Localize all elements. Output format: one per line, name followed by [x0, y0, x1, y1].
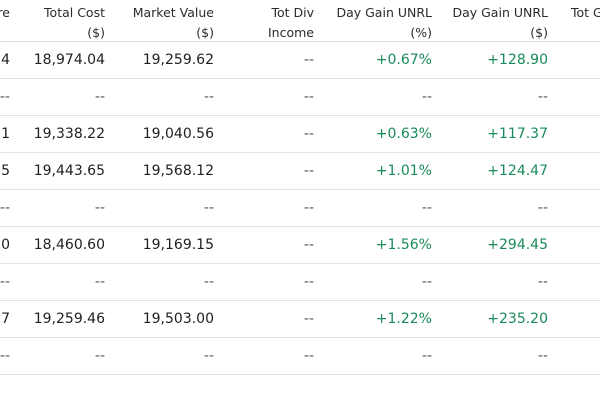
cell-tot-div-income: -- — [303, 52, 314, 68]
cell-day-gain-pct: -- — [421, 348, 432, 364]
cell-day-gain-pct: +1.56% — [375, 237, 432, 253]
cell-truncated: 1 — [1, 126, 10, 142]
table-body: 4 18,974.04 19,259.62 -- +0.67% +128.90 … — [0, 42, 600, 375]
cell-day-gain-usd: -- — [537, 89, 548, 105]
column-header-truncated-left[interactable]: re — [0, 5, 10, 20]
column-header-day-gain-pct[interactable]: Day Gain UNRL (%) — [336, 5, 432, 40]
table-row[interactable]: 4 18,974.04 19,259.62 -- +0.67% +128.90 — [0, 42, 600, 79]
cell-day-gain-usd: +235.20 — [487, 311, 548, 327]
column-header-total-cost[interactable]: Total Cost ($) — [44, 5, 105, 40]
cell-tot-div-income: -- — [303, 163, 314, 179]
cell-day-gain-pct: -- — [421, 274, 432, 290]
cell-day-gain-usd: +294.45 — [487, 237, 548, 253]
table-row[interactable]: 1 19,338.22 19,040.56 -- +0.63% +117.37 — [0, 116, 600, 153]
cell-truncated: -- — [0, 348, 10, 364]
cell-tot-div-income: -- — [303, 311, 314, 327]
cell-truncated: -- — [0, 274, 10, 290]
cell-total-cost: -- — [94, 348, 105, 364]
table-row[interactable]: -- -- -- -- -- -- — [0, 79, 600, 116]
cell-market-value: -- — [203, 348, 214, 364]
cell-market-value: 19,169.15 — [142, 237, 214, 253]
cell-truncated: -- — [0, 89, 10, 105]
cell-total-cost: 19,338.22 — [33, 126, 105, 142]
table-row[interactable]: -- -- -- -- -- -- — [0, 338, 600, 375]
cell-market-value: -- — [203, 274, 214, 290]
cell-tot-div-income: -- — [303, 237, 314, 253]
table-row[interactable]: -- -- -- -- -- -- — [0, 264, 600, 301]
cell-truncated: 5 — [1, 163, 10, 179]
table-header: re Total Cost ($) Market Value ($) Tot D… — [0, 0, 600, 42]
cell-day-gain-usd: +124.47 — [487, 163, 548, 179]
cell-day-gain-pct: -- — [421, 89, 432, 105]
cell-truncated: -- — [0, 200, 10, 216]
column-header-day-gain-usd[interactable]: Day Gain UNRL ($) — [452, 5, 548, 40]
cell-day-gain-usd: -- — [537, 348, 548, 364]
cell-day-gain-pct: -- — [421, 200, 432, 216]
cell-truncated: 4 — [1, 52, 10, 68]
cell-tot-div-income: -- — [303, 274, 314, 290]
cell-total-cost: 18,974.04 — [33, 52, 105, 68]
column-header-truncated-right[interactable]: Tot G — [571, 5, 600, 20]
cell-day-gain-pct: +1.22% — [375, 311, 432, 327]
cell-tot-div-income: -- — [303, 89, 314, 105]
cell-market-value: 19,568.12 — [142, 163, 214, 179]
cell-day-gain-usd: -- — [537, 274, 548, 290]
cell-tot-div-income: -- — [303, 200, 314, 216]
table-row[interactable]: 5 19,443.65 19,568.12 -- +1.01% +124.47 — [0, 153, 600, 190]
cell-market-value: 19,040.56 — [142, 126, 214, 142]
table-row[interactable]: -- -- -- -- -- -- — [0, 190, 600, 227]
column-header-tot-div-income[interactable]: Tot Div Income — [268, 5, 314, 40]
cell-day-gain-pct: +0.67% — [375, 52, 432, 68]
cell-market-value: 19,259.62 — [142, 52, 214, 68]
cell-total-cost: 18,460.60 — [33, 237, 105, 253]
table-row[interactable]: 0 18,460.60 19,169.15 -- +1.56% +294.45 — [0, 227, 600, 264]
cell-market-value: -- — [203, 89, 214, 105]
cell-day-gain-pct: +0.63% — [375, 126, 432, 142]
cell-total-cost: -- — [94, 274, 105, 290]
cell-day-gain-usd: -- — [537, 200, 548, 216]
cell-tot-div-income: -- — [303, 348, 314, 364]
cell-day-gain-usd: +117.37 — [487, 126, 548, 142]
cell-market-value: -- — [203, 200, 214, 216]
cell-market-value: 19,503.00 — [142, 311, 214, 327]
column-header-market-value[interactable]: Market Value ($) — [132, 5, 214, 40]
cell-truncated: 7 — [1, 311, 10, 327]
cell-total-cost: 19,259.46 — [33, 311, 105, 327]
cell-tot-div-income: -- — [303, 126, 314, 142]
cell-truncated: 0 — [1, 237, 10, 253]
cell-day-gain-usd: +128.90 — [487, 52, 548, 68]
table-row[interactable]: 7 19,259.46 19,503.00 -- +1.22% +235.20 — [0, 301, 600, 338]
cell-total-cost: 19,443.65 — [33, 163, 105, 179]
cell-total-cost: -- — [94, 89, 105, 105]
cell-total-cost: -- — [94, 200, 105, 216]
cell-day-gain-pct: +1.01% — [375, 163, 432, 179]
